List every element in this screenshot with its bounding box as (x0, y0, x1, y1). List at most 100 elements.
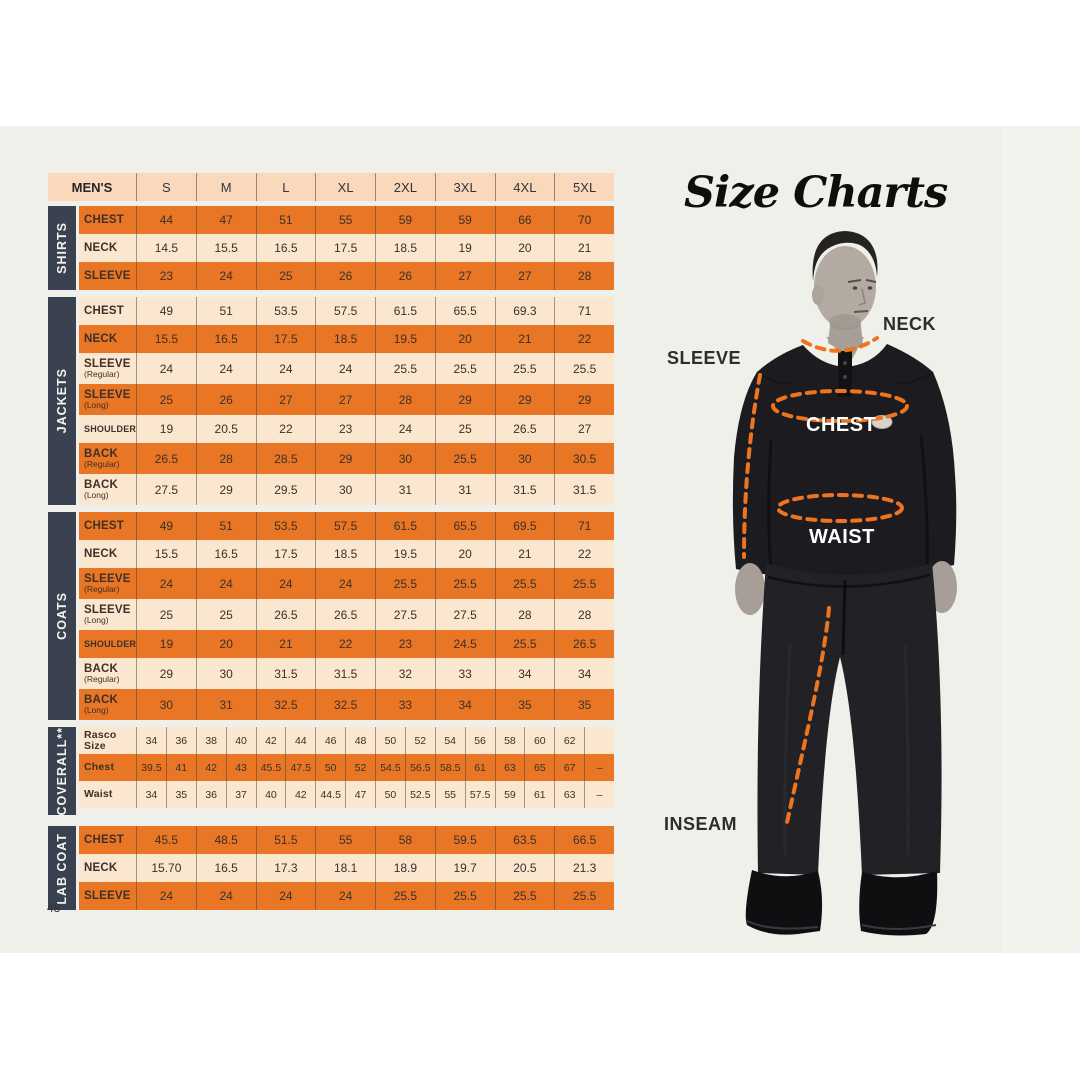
measurement-cell: 65 (524, 754, 554, 781)
measurement-cell: 25.5 (434, 568, 495, 599)
measurement-cell: 30 (195, 658, 256, 689)
measurement-cell: 19 (136, 630, 196, 658)
row-label-text: Rasco Size (84, 728, 117, 752)
measurement-cell: – (584, 754, 614, 781)
measurement-cell: 47 (195, 206, 256, 234)
measurement-cell: 29 (195, 474, 256, 505)
measurement-cell: 18.1 (315, 854, 375, 883)
measurement-cell: 31.5 (554, 474, 614, 505)
measurement-cell: 32.5 (315, 689, 375, 720)
measurement-cell: 19.5 (375, 540, 435, 568)
row-label-text: BACK (84, 447, 119, 460)
measurement-cell: 25.5 (494, 353, 555, 384)
measurement-cell: 26 (195, 384, 256, 415)
measurement-cell: 34 (494, 658, 555, 689)
measurement-cell: 40 (225, 727, 256, 754)
measurement-cell: 71 (554, 512, 614, 540)
measurement-cell: 60 (524, 727, 554, 754)
measurement-cell: 20 (434, 540, 495, 568)
measurement-cell: 34 (136, 727, 166, 754)
measurement-cell: 59 (434, 206, 495, 234)
measurement-cell: 21.3 (554, 854, 614, 883)
measurement-cell: 71 (554, 297, 614, 325)
table-row: BACK (Regular) 29 30 31.5 31.5 32 33 34 34 (79, 658, 614, 689)
measurement-cell: 24 (255, 568, 316, 599)
measurement-cell: 61 (464, 754, 495, 781)
measurement-cell: 30 (315, 474, 375, 505)
table-row: CHEST 44 47 51 55 59 59 66 70 (79, 206, 614, 234)
figure-label-sleeve: SLEEVE (667, 348, 742, 368)
measurement-cell: 49 (136, 512, 196, 540)
measurement-cell: 66 (494, 206, 555, 234)
row-label-text: SLEEVE (84, 603, 131, 616)
measurement-cell: 52 (345, 754, 375, 781)
measurement-cell: 17.3 (255, 854, 316, 883)
measurement-cell: 21 (494, 540, 555, 568)
row-label: SHOULDER (79, 630, 136, 658)
page-number: 48 (47, 901, 61, 915)
measurement-cell: 25.5 (554, 568, 614, 599)
measurement-cell: 45.5 (255, 754, 286, 781)
table-row: CHEST 45.5 48.5 51.5 55 58 59.5 63.5 66.5 (79, 826, 614, 855)
measurement-cell: 27 (315, 384, 375, 415)
measurement-cell: 57.5 (315, 297, 375, 325)
measurement-cell: 59 (494, 781, 525, 808)
sleeve-measure-line (742, 373, 762, 559)
table-corner-header: MEN'S (71, 179, 113, 195)
row-label: SLEEVE (Long) (79, 599, 136, 630)
measurement-cell: 58 (494, 727, 525, 754)
measurement-cell: 26.5 (136, 443, 196, 474)
measurement-cell: 26.5 (554, 630, 614, 658)
measurement-cell: 18.5 (315, 325, 375, 353)
table-row: SLEEVE 23 24 25 26 26 27 27 28 (79, 262, 614, 290)
row-label: NECK (79, 325, 136, 353)
row-label-text: CHEST (84, 213, 124, 226)
measurement-cell: 42 (195, 754, 226, 781)
measurement-cell: 61.5 (375, 512, 435, 540)
measurement-cell: 26.5 (255, 599, 316, 630)
section-label-text: COVERALL** (55, 727, 69, 816)
measurement-cell: 31 (434, 474, 495, 505)
page-title: Size Charts (684, 168, 948, 218)
measurement-cell: 66.5 (554, 826, 614, 855)
row-label-text: BACK (84, 693, 119, 706)
row-label: SLEEVE (Regular) (79, 353, 136, 384)
measurement-cell: 31.5 (494, 474, 555, 505)
row-label-text: BACK (84, 662, 119, 675)
waist-measure-line (776, 493, 904, 523)
measurement-cell: 27 (554, 415, 614, 443)
measurement-cell: 44 (136, 206, 196, 234)
measurement-cell: 50 (375, 781, 405, 808)
section-label-text: SHIRTS (55, 222, 69, 274)
table-row: CHEST 49 51 53.5 57.5 61.5 65.5 69.5 71 (79, 512, 614, 540)
size-column-header: S (136, 173, 196, 201)
row-label: SLEEVE (Long) (79, 384, 136, 415)
measurement-cell: 16.5 (255, 234, 316, 262)
measurement-cell: 28 (554, 599, 614, 630)
measurement-cell: 22 (554, 540, 614, 568)
measurement-cell: 24 (255, 353, 316, 384)
measurement-cell: 29 (494, 384, 555, 415)
measurement-cell: 15.5 (136, 325, 196, 353)
measurement-cell: 53.5 (255, 512, 316, 540)
measurement-cell: 24 (136, 568, 196, 599)
measurement-cell: 25 (195, 599, 256, 630)
row-label: Waist (79, 781, 136, 808)
table-row: SLEEVE (Long) 25 25 26.5 26.5 27.5 27.5 28 28 (79, 599, 614, 630)
measurement-cell: 56 (464, 727, 495, 754)
measurement-cell: 24 (195, 568, 256, 599)
measurement-cell: 25.5 (375, 882, 435, 911)
measurement-cell: 48 (345, 727, 375, 754)
measurement-cell: 20.5 (195, 415, 256, 443)
table-row: SLEEVE (Regular) 24 24 24 24 25.5 25.5 25.5 25.5 (79, 568, 614, 599)
measurement-cell: 35 (494, 689, 555, 720)
measurement-cell: 15.5 (195, 234, 256, 262)
row-label-text: Waist (84, 788, 113, 800)
table-row: SLEEVE (Long) 25 26 27 27 28 29 29 29 (79, 384, 614, 415)
measurement-cell: 24 (315, 353, 375, 384)
row-label-text: NECK (84, 861, 118, 874)
table-row: SLEEVE (Regular) 24 24 24 24 25.5 25.5 25.5 25.5 (79, 353, 614, 384)
measurement-cell: 24 (315, 568, 375, 599)
measurement-cell: 61.5 (375, 297, 435, 325)
row-label-text: SLEEVE (84, 572, 131, 585)
